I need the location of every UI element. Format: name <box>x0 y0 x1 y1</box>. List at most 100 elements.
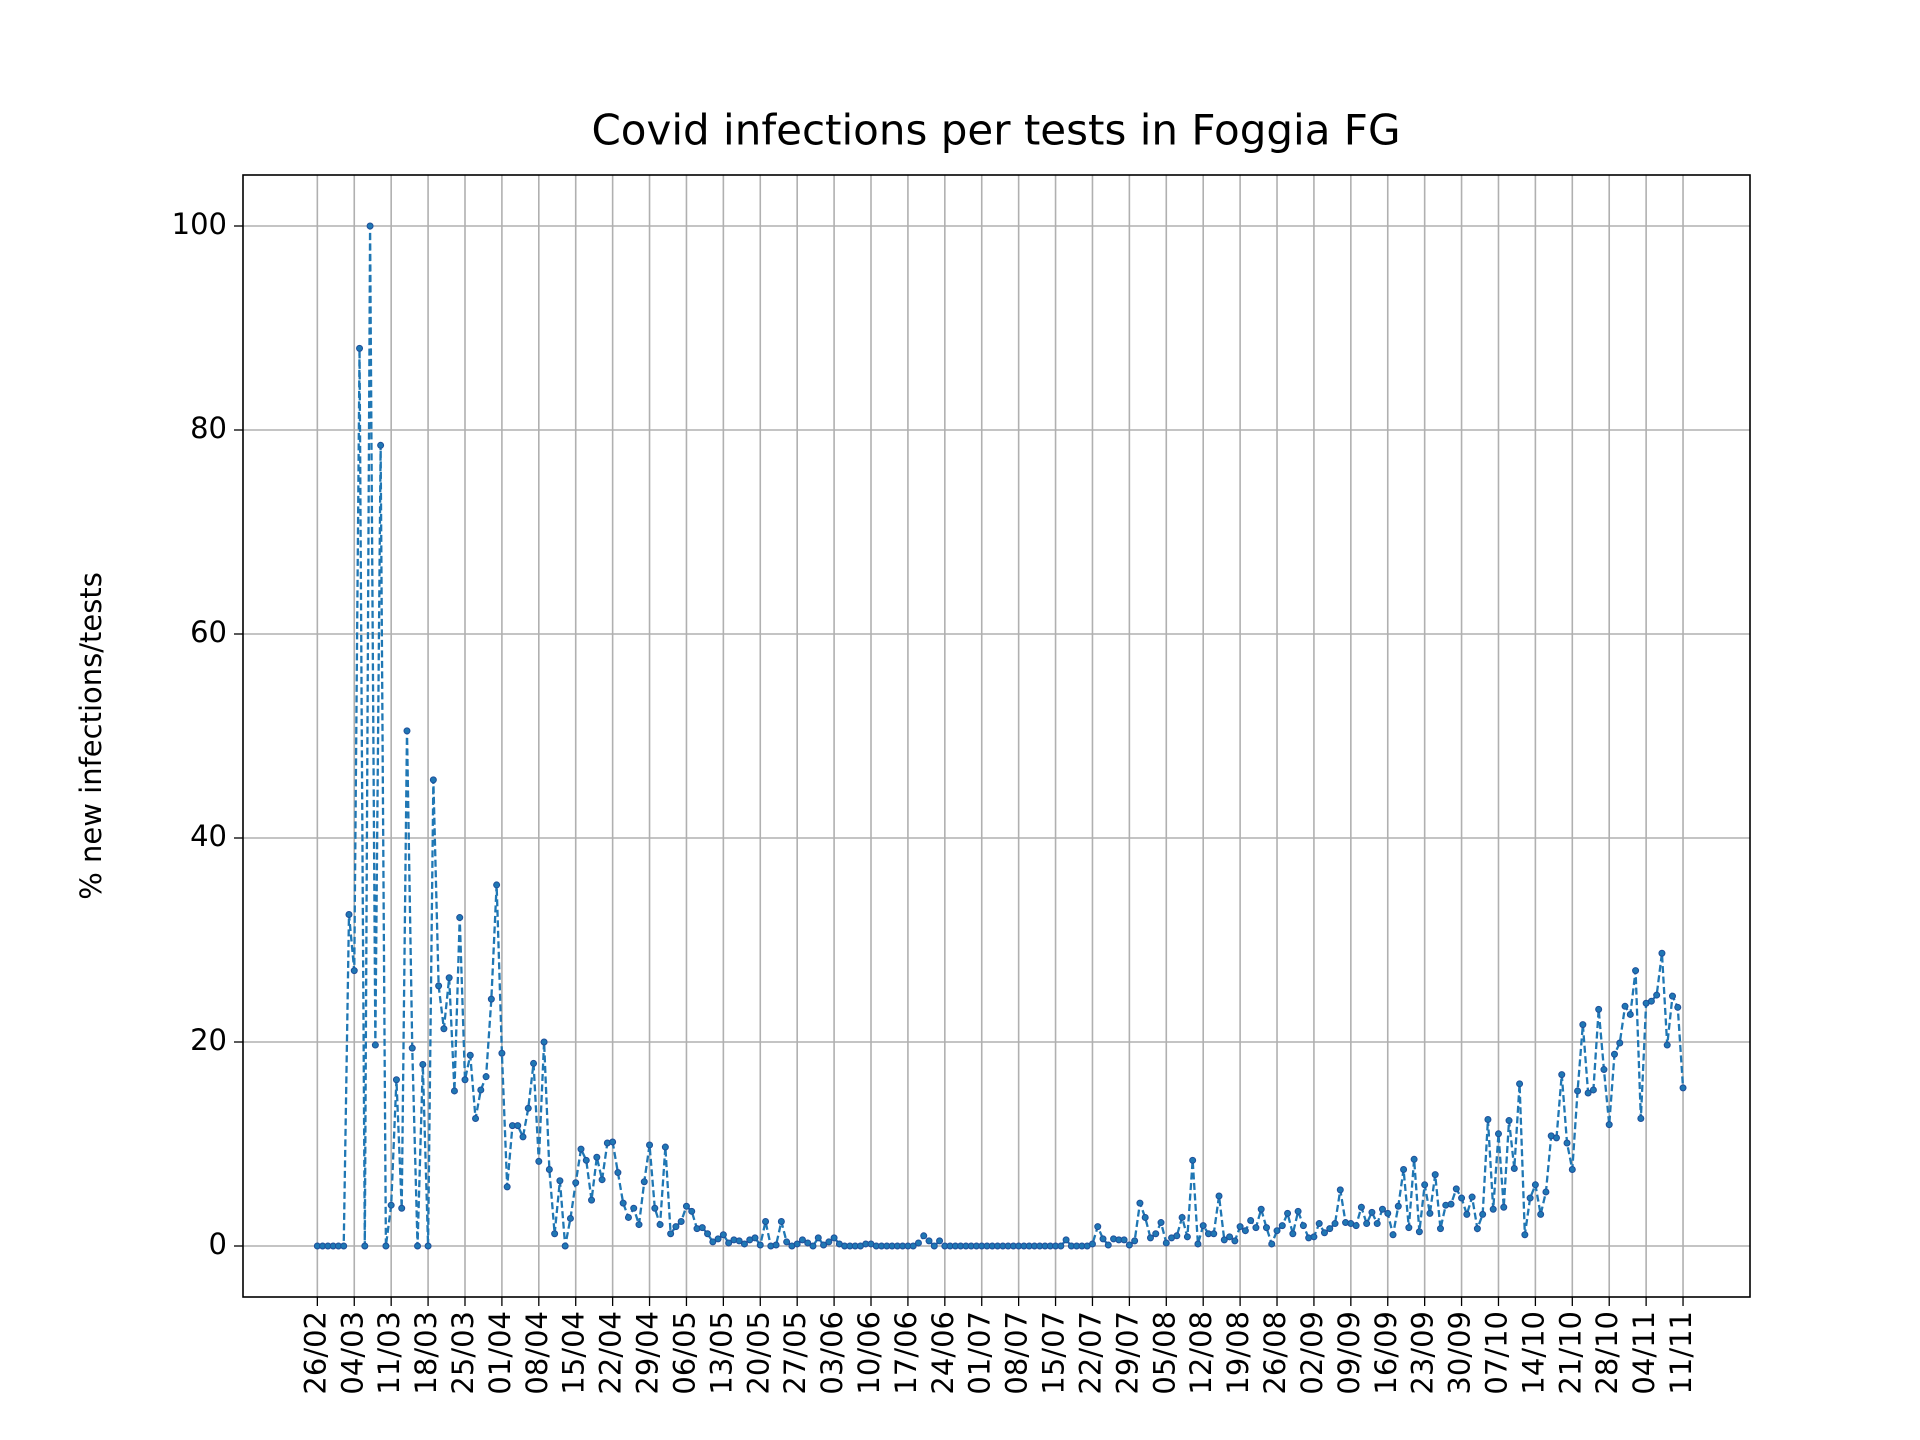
data-point <box>698 1224 706 1232</box>
data-point <box>1468 1193 1476 1201</box>
plot-frame <box>242 174 1751 1298</box>
data-point <box>582 1156 590 1164</box>
data-point <box>646 1141 654 1149</box>
data-point <box>1473 1225 1481 1233</box>
data-point <box>1663 1041 1671 1049</box>
data-point <box>593 1153 601 1161</box>
data-point <box>1310 1233 1318 1241</box>
x-tick-label: 20/05 <box>741 1311 775 1395</box>
data-point <box>1563 1139 1571 1147</box>
data-point <box>1178 1213 1186 1221</box>
data-point <box>1516 1080 1524 1088</box>
data-point <box>356 344 364 352</box>
data-point <box>598 1176 606 1184</box>
data-point <box>503 1183 511 1191</box>
data-point <box>762 1218 770 1226</box>
data-point <box>1637 1115 1645 1122</box>
data-point <box>1278 1222 1286 1230</box>
data-point <box>661 1143 669 1151</box>
data-point <box>1241 1227 1249 1235</box>
data-point <box>530 1059 538 1067</box>
x-tick-label: 07/10 <box>1479 1311 1513 1395</box>
data-point <box>793 1240 801 1248</box>
data-line <box>317 225 1685 1248</box>
data-point <box>1579 1021 1587 1029</box>
data-point <box>461 1076 469 1084</box>
y-tick-label: 80 <box>190 411 227 445</box>
data-point <box>1194 1240 1202 1248</box>
y-tick-label: 40 <box>190 819 227 853</box>
x-tick-label: 01/04 <box>483 1311 517 1395</box>
y-tick-label: 60 <box>190 615 227 649</box>
data-point <box>1500 1203 1508 1211</box>
data-point <box>688 1207 696 1215</box>
data-point <box>572 1179 580 1187</box>
data-point <box>377 441 385 449</box>
data-point <box>1162 1239 1170 1247</box>
data-point <box>1647 997 1655 1005</box>
data-point <box>804 1239 812 1247</box>
data-point <box>1658 949 1666 957</box>
x-tick-label: 13/05 <box>704 1311 738 1395</box>
y-tick-label: 0 <box>209 1227 227 1261</box>
data-point <box>1336 1186 1344 1194</box>
data-point <box>635 1221 643 1229</box>
data-point <box>445 974 453 982</box>
data-point <box>1653 991 1661 999</box>
data-point <box>1452 1185 1460 1193</box>
x-tick-label: 19/08 <box>1221 1311 1255 1395</box>
data-point <box>540 1038 548 1046</box>
data-point <box>1062 1236 1070 1244</box>
data-point <box>366 222 374 230</box>
data-point <box>1299 1222 1307 1230</box>
data-point <box>1410 1155 1418 1163</box>
data-point <box>1131 1237 1139 1245</box>
data-point <box>609 1138 617 1146</box>
x-tick-label: 04/03 <box>335 1311 369 1395</box>
data-point <box>1605 1121 1613 1129</box>
data-point <box>456 914 464 922</box>
data-point <box>435 982 443 990</box>
data-point <box>1479 1210 1487 1218</box>
data-point <box>477 1086 485 1094</box>
data-point <box>1537 1210 1545 1218</box>
data-point <box>419 1060 427 1068</box>
data-point <box>1331 1220 1339 1228</box>
data-point <box>1320 1229 1328 1237</box>
data-point <box>1610 1050 1618 1058</box>
data-point <box>1099 1235 1107 1243</box>
x-tick-label: 16/09 <box>1369 1311 1403 1395</box>
data-point <box>566 1214 574 1222</box>
x-tick-label: 05/08 <box>1147 1311 1181 1395</box>
data-point <box>1542 1188 1550 1196</box>
data-point <box>498 1049 506 1057</box>
data-point <box>1589 1086 1597 1094</box>
data-point <box>1257 1205 1265 1213</box>
data-point <box>1247 1217 1255 1224</box>
y-tick-label: 20 <box>190 1023 227 1057</box>
chart-title: Covid infections per tests in Foggia FG <box>591 106 1400 155</box>
data-point <box>1268 1240 1276 1248</box>
data-point <box>1226 1233 1234 1241</box>
data-point <box>1157 1219 1165 1227</box>
data-point <box>493 881 501 889</box>
data-point <box>709 1238 717 1246</box>
data-point <box>1510 1164 1518 1172</box>
data-point <box>440 1025 448 1033</box>
data-point <box>656 1221 664 1229</box>
data-point <box>1315 1220 1323 1228</box>
data-point <box>350 967 358 975</box>
data-point <box>1141 1213 1149 1221</box>
data-point <box>704 1230 712 1238</box>
data-point <box>1674 1003 1682 1011</box>
data-point <box>1400 1166 1408 1173</box>
x-tick-label: 06/05 <box>667 1311 701 1395</box>
data-point <box>340 1242 348 1250</box>
data-point <box>487 995 495 1003</box>
data-point <box>556 1177 564 1185</box>
data-point <box>1210 1230 1218 1238</box>
data-point <box>783 1238 791 1246</box>
x-tick-label: 18/03 <box>409 1311 443 1395</box>
x-tick-label: 26/08 <box>1258 1311 1292 1395</box>
